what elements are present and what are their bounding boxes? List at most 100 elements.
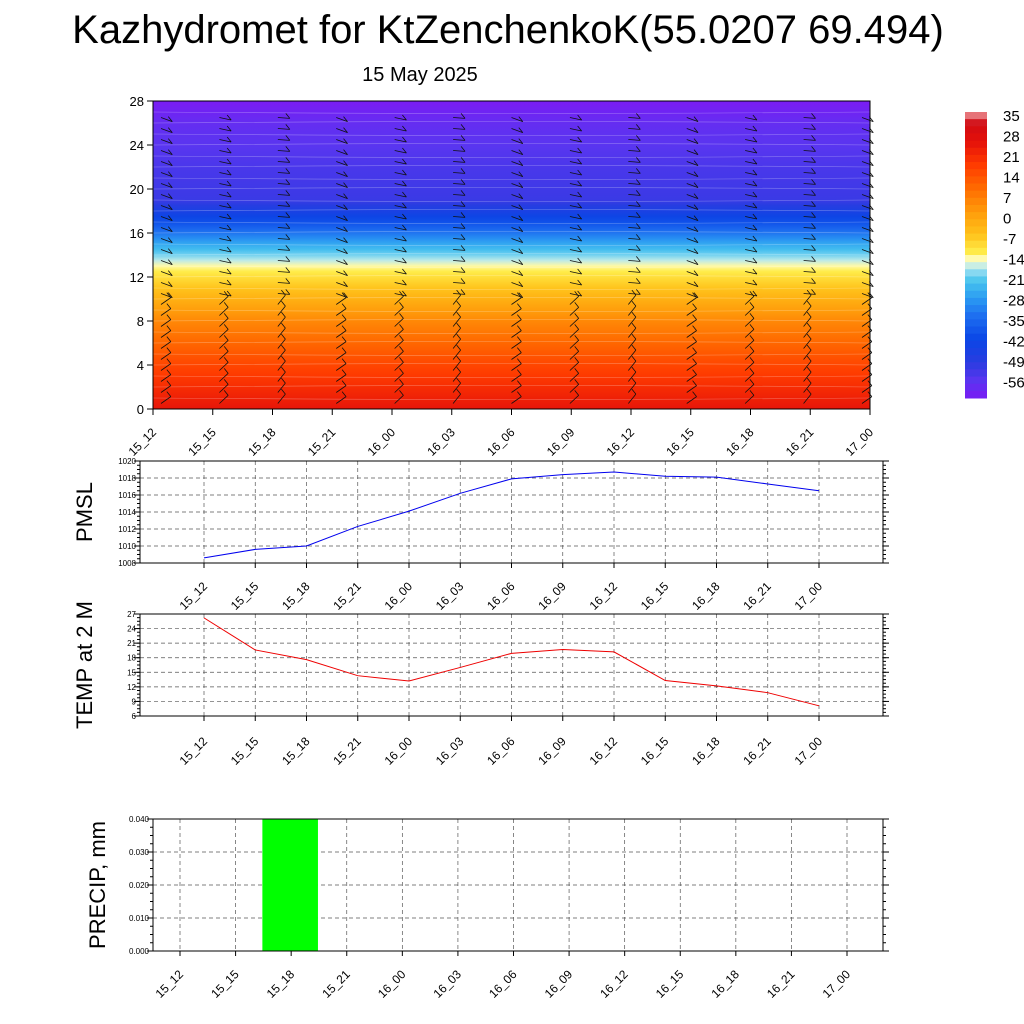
wind-barb-flag [518, 160, 524, 166]
wind-barb [861, 172, 874, 177]
wind-barb-flag [460, 223, 466, 229]
wind-barb [160, 396, 172, 404]
wind-barb-flag [693, 270, 699, 276]
contour-line [152, 341, 871, 344]
wind-barb [628, 227, 641, 229]
wind-barb [861, 216, 874, 221]
wind-barb [569, 318, 579, 327]
wind-barb [277, 393, 286, 404]
wind-barb [160, 172, 173, 177]
wind-barb-flag [285, 212, 291, 218]
contour-line [152, 287, 871, 290]
wind-barb-flag [402, 125, 407, 132]
wind-barb-flag [693, 171, 699, 177]
wind-barb-flag [806, 344, 812, 351]
wind-barb [336, 293, 348, 298]
wind-barb [394, 362, 404, 371]
wind-barb-flag [402, 147, 407, 154]
colorbar-segment [965, 305, 987, 313]
wind-barb-flag [752, 169, 758, 176]
wind-barb-flag [577, 257, 582, 264]
x-tick-label: 15_12 [126, 425, 160, 459]
wind-barb [511, 385, 522, 393]
wind-barb [744, 318, 755, 327]
wind-barb-flag [811, 113, 816, 119]
wind-barb-flag [402, 180, 407, 187]
wind-barb [745, 128, 757, 132]
y-tick-label: 12 [127, 683, 136, 692]
wind-barb-flag [167, 193, 173, 199]
wind-barb [569, 307, 579, 316]
wind-barb-flag [166, 369, 172, 375]
wind-barb [160, 249, 173, 254]
wind-barb-flag [167, 259, 173, 265]
wind-barb-flag [693, 116, 699, 122]
wind-barb-flag [167, 248, 173, 254]
y-tick-label: 24 [130, 138, 144, 153]
wind-barb [686, 341, 697, 349]
wind-barb [219, 329, 229, 338]
wind-barb-flag [752, 268, 758, 275]
wind-barb-flag [577, 136, 582, 143]
wind-barb [745, 117, 757, 121]
x-tick-label: 16_03 [431, 967, 465, 1001]
wind-barb-flag [631, 366, 637, 373]
wind-barb-flag [166, 325, 172, 331]
wind-barb-flag [517, 369, 522, 375]
wind-barb-flag [577, 246, 582, 253]
wind-barb [686, 308, 697, 316]
wind-barb [803, 117, 816, 119]
wind-barb [803, 294, 812, 305]
wind-barb [160, 330, 172, 338]
wind-barb-flag [226, 191, 232, 198]
x-tick-label: 16_15 [638, 734, 672, 768]
colorbar-segment [965, 340, 987, 349]
wind-barb-flag [460, 157, 466, 163]
wind-barb-flag [460, 256, 466, 262]
wind-barb-flag [811, 201, 816, 207]
wind-barb [336, 271, 348, 276]
wind-barb [686, 238, 699, 243]
wind-barb [394, 249, 407, 253]
colorbar-segment [965, 312, 987, 320]
contour-line [152, 121, 871, 124]
wind-barb-flag [281, 366, 286, 373]
wind-barb-flag [752, 202, 758, 209]
wind-barb [452, 371, 461, 382]
wind-barb-flag [752, 213, 758, 220]
wind-barb [803, 128, 816, 130]
wind-barb [219, 139, 232, 143]
wind-barb-flag [517, 336, 522, 342]
wind-barb [219, 395, 229, 404]
cross-section-chart: 0 4 8 12 16 20 24 28 15_12 15_15 15_18 15_21 16_00 16… [126, 94, 877, 459]
y-tick-label: 9 [132, 697, 137, 706]
wind-barb [160, 282, 173, 287]
wind-barb [569, 296, 579, 305]
wind-barb [569, 150, 582, 154]
x-tick-label: 17_00 [820, 967, 854, 1001]
x-tick-label: 17_00 [792, 579, 826, 613]
wind-barb-flag [577, 147, 582, 154]
y-axis-title: PRECIP, mm [85, 821, 110, 949]
y-tick-label: 28 [130, 94, 144, 109]
colorbar-label: -7 [1003, 231, 1016, 248]
wind-barb-flag [752, 158, 758, 165]
wind-barb-flag [631, 377, 637, 384]
wind-barb-flag [402, 169, 407, 176]
wind-barb [511, 297, 522, 305]
wind-barb [394, 271, 407, 275]
page-title: Kazhydromet for KtZenchenkoK(55.0207 69.… [72, 8, 944, 52]
wind-barb-flag [518, 182, 524, 188]
wind-barb-flag [518, 149, 524, 155]
wind-barb-flag [752, 235, 758, 242]
wind-barb [628, 139, 641, 141]
wind-barb-flag [518, 237, 524, 243]
wind-barb [336, 297, 347, 305]
wind-barb [628, 282, 641, 284]
wind-barb-flag [574, 346, 580, 352]
y-tick-label: 0.010 [129, 914, 150, 923]
wind-barb [803, 205, 816, 207]
wind-barb [803, 393, 812, 404]
x-tick-label: 15_12 [177, 734, 211, 768]
wind-barb [394, 117, 407, 121]
